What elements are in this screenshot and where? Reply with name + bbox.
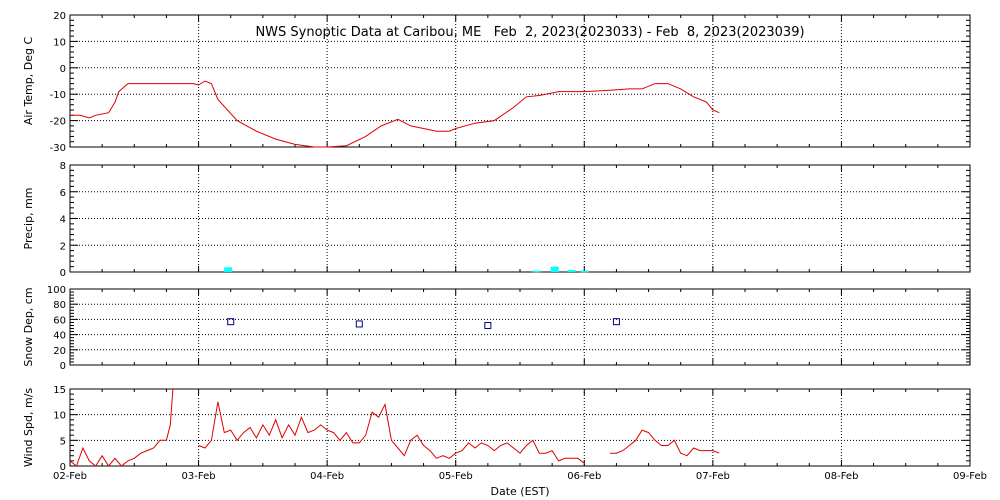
panel-wind: 0 5 10 15 Wind Spd, m/s bbox=[22, 385, 971, 473]
snow-depth-point bbox=[355, 320, 363, 328]
panel-precip: 0 2 4 6 8 Precip, mm bbox=[22, 161, 971, 279]
snow-depth-point bbox=[484, 321, 492, 329]
y-axis-label: Wind Spd, m/s bbox=[22, 388, 35, 468]
x-tick-label: 09-Feb bbox=[953, 471, 987, 482]
y-tick-label: 8 bbox=[60, 161, 66, 172]
y-tick-label: -30 bbox=[50, 143, 66, 154]
y-tick-label: -10 bbox=[50, 90, 66, 101]
x-tick-label: 08-Feb bbox=[824, 471, 858, 482]
chart-title: NWS Synoptic Data at Caribou, ME Feb 2, … bbox=[255, 25, 804, 40]
y-tick-label: -20 bbox=[50, 117, 66, 128]
y-tick-label: 60 bbox=[53, 315, 66, 326]
panel-frame bbox=[69, 14, 971, 148]
x-tick-label: 03-Feb bbox=[182, 471, 216, 482]
panel-temp: -30 -20 -10 0 10 20 Air Temp, Deg C bbox=[22, 11, 971, 154]
y-tick-label: 20 bbox=[53, 11, 66, 22]
y-tick-label: 40 bbox=[53, 331, 66, 342]
y-tick-label: 20 bbox=[53, 346, 66, 357]
x-tick-label: 07-Feb bbox=[696, 471, 730, 482]
wind-series-line bbox=[610, 429, 720, 457]
x-tick-label: 02-Feb bbox=[53, 471, 87, 482]
precip-bar bbox=[550, 266, 559, 272]
panel-frame bbox=[69, 164, 971, 273]
x-tick-label: 05-Feb bbox=[439, 471, 473, 482]
y-tick-label: 5 bbox=[60, 436, 66, 447]
y-axis-label: Precip, mm bbox=[22, 188, 35, 250]
panel-frame bbox=[69, 288, 971, 366]
y-tick-label: 0 bbox=[60, 64, 66, 75]
precip-bar bbox=[224, 267, 233, 272]
wind-series-line bbox=[198, 401, 585, 464]
y-axis-label: Air Temp, Deg C bbox=[22, 37, 35, 126]
panel-frame bbox=[69, 388, 971, 467]
y-tick-label: 100 bbox=[47, 285, 66, 296]
precip-bar bbox=[580, 270, 589, 273]
y-tick-label: 10 bbox=[53, 37, 66, 48]
precip-bar bbox=[532, 270, 541, 273]
x-tick-label: 04-Feb bbox=[310, 471, 344, 482]
y-tick-label: 10 bbox=[53, 411, 66, 422]
snow-depth-point bbox=[227, 318, 235, 326]
y-tick-label: 4 bbox=[60, 215, 66, 226]
y-tick-label: 15 bbox=[53, 385, 66, 396]
y-tick-label: 6 bbox=[60, 188, 66, 199]
y-tick-label: 0 bbox=[60, 462, 66, 473]
panel-snow: 0 20 40 60 80 100 Snow Dep, cm bbox=[22, 285, 971, 372]
snow-depth-point bbox=[612, 318, 620, 326]
y-tick-label: 0 bbox=[60, 268, 66, 279]
y-tick-label: 80 bbox=[53, 300, 66, 311]
y-tick-label: 2 bbox=[60, 241, 66, 252]
temp-series-line bbox=[70, 80, 720, 148]
wind-series-line bbox=[69, 388, 174, 467]
y-axis-label: Snow Dep, cm bbox=[22, 287, 35, 366]
x-axis-label: Date (EST) bbox=[490, 485, 549, 498]
y-tick-label: 0 bbox=[60, 361, 66, 372]
x-tick-label: 06-Feb bbox=[567, 471, 601, 482]
precip-bar bbox=[567, 269, 576, 272]
